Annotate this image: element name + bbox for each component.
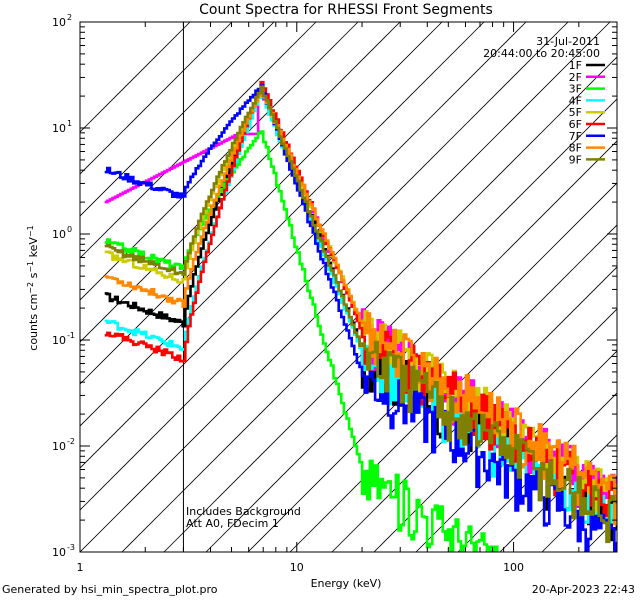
- legend-label: 3F: [569, 83, 582, 96]
- y-axis-label: counts cm−2 s−1 keV−1: [26, 225, 40, 350]
- series-layer: [104, 80, 617, 552]
- x-axis-label: Energy (keV): [311, 577, 382, 590]
- y-tick-exponent: -1: [67, 331, 75, 340]
- hatch-line: [121, 56, 617, 552]
- y-tick-exponent: 2: [67, 13, 72, 22]
- x-tick-label: 100: [503, 561, 524, 574]
- annotation-background: Includes Background: [186, 505, 301, 518]
- y-tick-label: 10: [52, 546, 66, 559]
- y-tick-label: 10: [52, 440, 66, 453]
- legend-label: 2F: [569, 71, 582, 84]
- hatch-line: [80, 22, 233, 175]
- series-3f: [104, 130, 499, 552]
- hatch-line: [80, 22, 527, 469]
- series-7f: [104, 84, 617, 552]
- chart-title: Count Spectra for RHESSI Front Segments: [199, 2, 493, 18]
- time-range-label: 20:44:00 to 20:45:00: [483, 47, 600, 60]
- y-tick-exponent: 0: [67, 225, 72, 234]
- hatch-line: [373, 308, 617, 552]
- legend-label: 1F: [569, 59, 582, 72]
- hatch-line: [247, 182, 617, 552]
- x-tick-label: 1: [77, 561, 84, 574]
- legend-label: 8F: [569, 142, 582, 155]
- hatch-line: [80, 22, 317, 259]
- hatch-line: [80, 22, 485, 427]
- y-tick-exponent: -2: [67, 437, 75, 446]
- hatch-line: [80, 22, 359, 301]
- y-tick-exponent: -3: [67, 543, 75, 552]
- legend-label: 4F: [569, 94, 582, 107]
- y-tick-exponent: 1: [67, 119, 72, 128]
- hatch-line: [289, 224, 617, 552]
- legend-label: 5F: [569, 106, 582, 119]
- hatch-line: [80, 22, 275, 217]
- series-9f: [104, 85, 617, 544]
- hatch-line: [331, 266, 617, 552]
- legend-label: 9F: [569, 153, 582, 166]
- y-tick-label: 10: [52, 16, 66, 29]
- legend-label: 7F: [569, 130, 582, 143]
- footer-generated-by: Generated by hsi_min_spectra_plot.pro: [2, 583, 218, 596]
- y-tick-label: 10: [52, 122, 66, 135]
- hatch-line: [626, 22, 640, 552]
- y-tick-label: 10: [52, 334, 66, 347]
- hatch-line: [205, 140, 617, 552]
- plot-frame: [79, 21, 618, 553]
- y-tick-label: 10: [52, 228, 66, 241]
- legend-label: 6F: [569, 118, 582, 131]
- annotation-attenuator: Att A0, FDecim 1: [186, 517, 279, 530]
- footer-timestamp: 20-Apr-2023 22:43: [531, 583, 635, 596]
- hatch-line: [80, 22, 443, 385]
- date-label: 31-Jul-2011: [536, 35, 600, 48]
- hatch-line: [80, 22, 191, 133]
- x-tick-label: 10: [290, 561, 304, 574]
- hatch-line: [80, 22, 569, 511]
- hatch-line: [163, 98, 617, 552]
- series-8f: [104, 87, 617, 526]
